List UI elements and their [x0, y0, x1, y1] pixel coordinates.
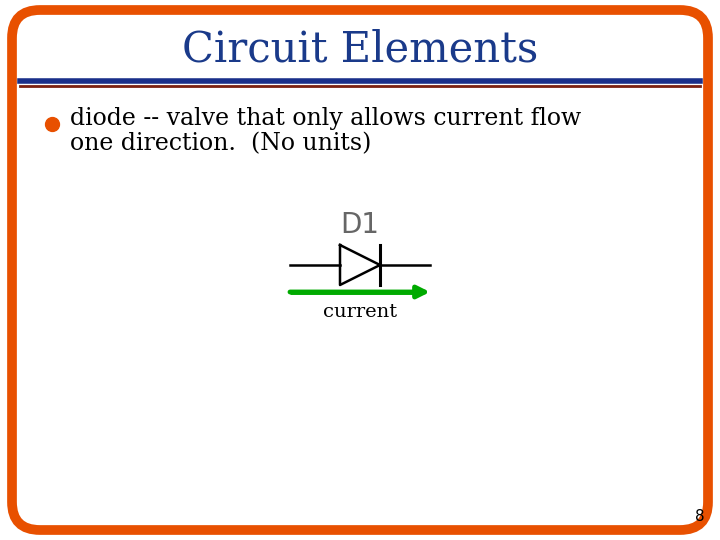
FancyBboxPatch shape	[12, 10, 708, 530]
Text: D1: D1	[341, 211, 379, 239]
Text: one direction.  (No units): one direction. (No units)	[70, 132, 372, 156]
Text: 8: 8	[696, 509, 705, 524]
Text: diode -- valve that only allows current flow: diode -- valve that only allows current …	[70, 106, 581, 130]
Text: Circuit Elements: Circuit Elements	[182, 29, 538, 71]
Text: current: current	[323, 303, 397, 321]
